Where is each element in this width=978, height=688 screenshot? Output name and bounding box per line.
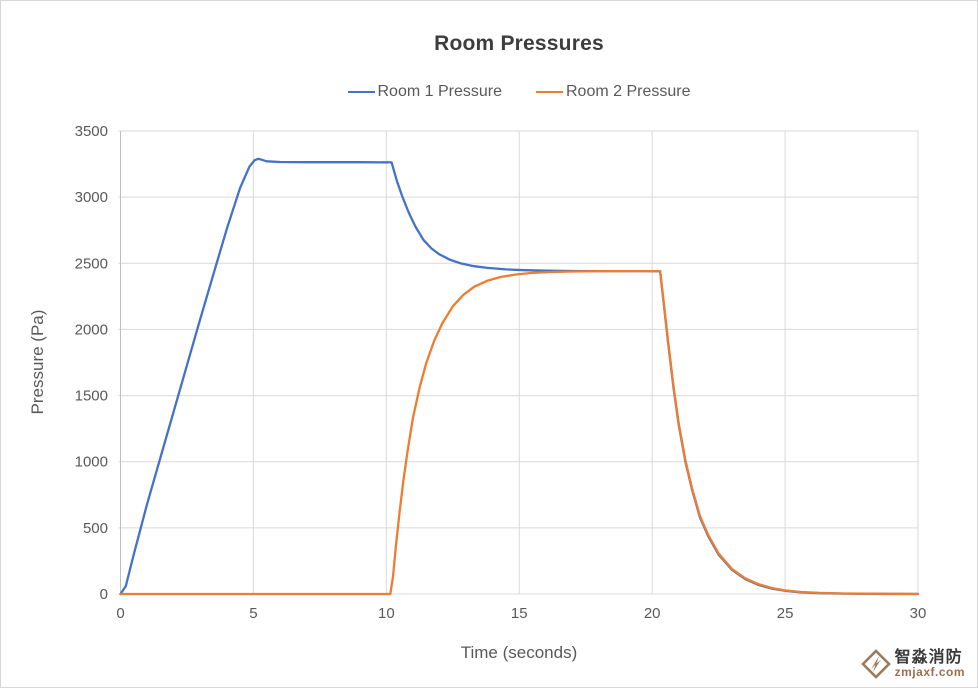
zmjaxf-logo-icon — [860, 649, 891, 679]
watermark-text: 智淼消防 zmjaxf.com — [894, 648, 965, 680]
x-tick-label: 25 — [777, 605, 794, 622]
y-tick-label: 0 — [100, 586, 108, 603]
x-tick-label: 20 — [644, 605, 661, 622]
watermark-brand: 智淼消防 — [894, 648, 963, 666]
legend-label-room1: Room 1 Pressure — [377, 83, 503, 100]
watermark-site: zmjaxf.com — [894, 665, 965, 680]
y-tick-label: 2500 — [75, 255, 108, 272]
legend-label-room2: Room 2 Pressure — [566, 83, 691, 100]
y-tick-label: 2000 — [75, 321, 108, 338]
y-tick-label: 500 — [83, 520, 108, 537]
x-tick-label: 10 — [378, 605, 395, 622]
legend-item-room2: Room 2 Pressure — [536, 83, 691, 101]
series-line-2 — [119, 269, 920, 596]
x-tick-label: 0 — [116, 605, 124, 622]
y-tick-label: 1000 — [75, 454, 108, 471]
chart-title: Room Pressures — [434, 32, 604, 55]
x-tick-label: 30 — [910, 605, 927, 622]
room2-line-swatch — [536, 90, 563, 94]
legend: Room 1 Pressure Room 2 Pressure — [120, 83, 918, 101]
x-tick-label: 5 — [249, 605, 257, 622]
legend-item-room1: Room 1 Pressure — [347, 83, 503, 101]
y-tick-label: 3000 — [75, 189, 108, 206]
x-tick-label: 15 — [511, 605, 528, 622]
x-axis-title: Time (seconds) — [460, 643, 578, 662]
watermark: 智淼消防 zmjaxf.com — [860, 647, 965, 681]
room1-line-swatch — [347, 90, 375, 94]
y-tick-label: 3500 — [75, 123, 108, 140]
y-tick-label: 1500 — [75, 388, 108, 405]
